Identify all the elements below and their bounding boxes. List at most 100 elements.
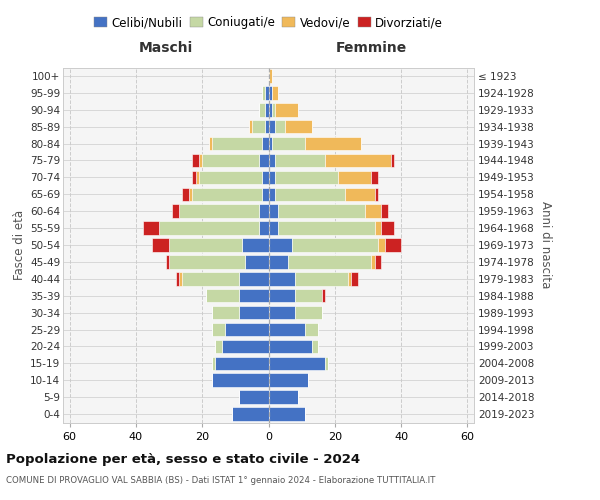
Bar	[325, 154, 391, 167]
Bar	[275, 120, 285, 134]
Text: Femmine: Femmine	[335, 41, 407, 55]
Bar	[292, 238, 378, 252]
Bar	[371, 255, 374, 268]
Bar	[222, 340, 269, 353]
Bar	[265, 120, 269, 134]
Bar	[269, 69, 272, 82]
Bar	[269, 154, 275, 167]
Bar	[272, 103, 275, 117]
Bar	[179, 204, 259, 218]
Bar	[269, 120, 275, 134]
Bar	[212, 374, 269, 387]
Y-axis label: Fasce di età: Fasce di età	[13, 210, 26, 280]
Bar	[212, 306, 239, 320]
Bar	[209, 137, 212, 150]
Bar	[374, 222, 381, 235]
Bar	[169, 255, 245, 268]
Bar	[259, 204, 269, 218]
Bar	[182, 188, 189, 201]
Bar	[196, 170, 199, 184]
Bar	[239, 289, 269, 302]
Bar	[269, 137, 272, 150]
Text: COMUNE DI PROVAGLIO VAL SABBIA (BS) - Dati ISTAT 1° gennaio 2024 - Elaborazione : COMUNE DI PROVAGLIO VAL SABBIA (BS) - Da…	[6, 476, 436, 485]
Bar	[275, 170, 338, 184]
Bar	[269, 170, 275, 184]
Bar	[311, 340, 318, 353]
Bar	[275, 103, 298, 117]
Bar	[352, 272, 358, 285]
Bar	[278, 222, 374, 235]
Bar	[215, 356, 269, 370]
Bar	[295, 272, 348, 285]
Bar	[259, 154, 269, 167]
Bar	[172, 204, 179, 218]
Bar	[348, 272, 352, 285]
Bar	[305, 137, 361, 150]
Bar	[269, 255, 289, 268]
Bar	[269, 289, 295, 302]
Bar	[269, 356, 325, 370]
Bar	[285, 120, 311, 134]
Bar	[262, 86, 265, 100]
Bar	[262, 137, 269, 150]
Bar	[206, 289, 239, 302]
Bar	[374, 255, 381, 268]
Bar	[269, 238, 292, 252]
Bar	[269, 222, 278, 235]
Bar	[192, 154, 199, 167]
Bar	[169, 238, 242, 252]
Text: Popolazione per età, sesso e stato civile - 2024: Popolazione per età, sesso e stato civil…	[6, 452, 360, 466]
Bar	[215, 340, 222, 353]
Bar	[239, 272, 269, 285]
Bar	[252, 120, 265, 134]
Bar	[143, 222, 159, 235]
Bar	[278, 204, 365, 218]
Bar	[381, 222, 394, 235]
Bar	[371, 170, 378, 184]
Bar	[242, 238, 269, 252]
Bar	[269, 103, 272, 117]
Bar	[295, 289, 322, 302]
Bar	[199, 170, 262, 184]
Bar	[269, 340, 311, 353]
Bar	[259, 222, 269, 235]
Bar	[295, 306, 322, 320]
Bar	[378, 238, 385, 252]
Bar	[259, 103, 265, 117]
Bar	[248, 120, 252, 134]
Bar	[212, 137, 262, 150]
Bar	[322, 289, 325, 302]
Bar	[269, 306, 295, 320]
Bar	[365, 204, 381, 218]
Bar	[269, 272, 295, 285]
Bar	[176, 272, 179, 285]
Bar	[245, 255, 269, 268]
Bar	[192, 170, 196, 184]
Bar	[269, 374, 308, 387]
Y-axis label: Anni di nascita: Anni di nascita	[539, 202, 551, 288]
Bar	[269, 188, 275, 201]
Bar	[262, 170, 269, 184]
Bar	[269, 323, 305, 336]
Bar	[275, 154, 325, 167]
Bar	[289, 255, 371, 268]
Bar	[338, 170, 371, 184]
Bar	[325, 356, 328, 370]
Bar	[265, 86, 269, 100]
Bar	[192, 188, 262, 201]
Bar	[189, 188, 192, 201]
Bar	[179, 272, 182, 285]
Bar	[269, 86, 272, 100]
Bar	[269, 408, 305, 421]
Bar	[262, 188, 269, 201]
Bar	[226, 323, 269, 336]
Bar	[182, 272, 239, 285]
Bar	[391, 154, 394, 167]
Bar	[159, 222, 259, 235]
Bar	[374, 188, 378, 201]
Bar	[385, 238, 401, 252]
Bar	[239, 306, 269, 320]
Bar	[152, 238, 169, 252]
Text: Maschi: Maschi	[139, 41, 193, 55]
Bar	[239, 390, 269, 404]
